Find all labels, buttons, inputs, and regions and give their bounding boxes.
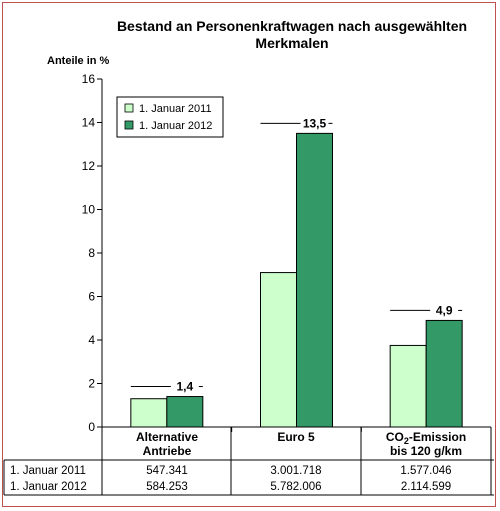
table-cell-2012-alternative: 584.253 [146, 481, 188, 493]
chart-title-line1: Bestand an Personenkraftwagen nach ausge… [117, 18, 467, 34]
bar-2011-2 [389, 344, 427, 428]
legend-swatch-2012 [124, 120, 134, 130]
co2-prefix: CO [386, 430, 404, 444]
y-tick-label: 10 [82, 203, 96, 217]
y-tick-label: 6 [88, 290, 95, 304]
category-label-alternative-line2: Antriebe [143, 444, 192, 458]
y-tick-label: 8 [88, 246, 95, 260]
table-cell-2012-euro5: 5.782.006 [270, 481, 321, 493]
table-cell-2011-euro5: 3.001.718 [270, 465, 321, 477]
y-tick-label: 4 [88, 333, 95, 347]
legend: 1. Januar 2011 1. Januar 2012 [116, 96, 224, 138]
category-label-co2-line2: bis 120 g/km [390, 444, 462, 458]
bar-2011-1 [260, 272, 297, 428]
table-cell-2011-alternative: 547.341 [146, 465, 188, 477]
legend-swatch-2011 [124, 103, 134, 113]
table-row-label-2012: 1. Januar 2012 [10, 481, 87, 493]
bar-2011-0 [130, 398, 168, 428]
data-label-2012-1: 13,5 [303, 116, 327, 130]
bar-2012-0 [166, 396, 204, 428]
data-label-2012-2: 4,9 [436, 303, 453, 317]
table-cell-2011-co2: 1.577.046 [400, 465, 451, 477]
y-tick-label: 2 [88, 377, 95, 391]
bar-2012-2 [425, 319, 463, 428]
legend-label-2011: 1. Januar 2011 [139, 103, 212, 115]
y-tick-label: 16 [82, 72, 96, 86]
chart-title-line2: Merkmalen [255, 35, 328, 51]
y-tick-label: 12 [82, 159, 96, 173]
legend-box [116, 96, 224, 138]
co2-subscript: 2 [404, 436, 409, 446]
table-row-label-2011: 1. Januar 2011 [10, 465, 86, 477]
legend-label-2012: 1. Januar 2012 [139, 120, 212, 132]
category-label-euro5: Euro 5 [277, 430, 315, 444]
data-label-2012-0: 1,4 [176, 380, 193, 394]
data-table: 1. Januar 2011 1. Januar 2012 547.341 3.… [3, 427, 494, 496]
y-tick-label: 14 [82, 116, 96, 130]
co2-rest: -Emission [409, 430, 466, 444]
y-axis-label: Anteile in % [47, 55, 110, 67]
category-label-co2-line1: CO2-Emission [386, 430, 466, 446]
category-label-alternative-line1: Alternative [136, 430, 198, 444]
bar-2012-1 [296, 132, 333, 428]
y-tick-label: 0 [88, 420, 95, 434]
table-cell-2012-co2: 2.114.599 [401, 481, 451, 493]
